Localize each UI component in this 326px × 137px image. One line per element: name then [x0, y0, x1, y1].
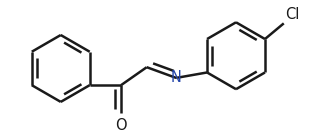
Text: Cl: Cl [285, 7, 300, 22]
Text: N: N [171, 70, 182, 85]
Text: O: O [115, 118, 127, 133]
